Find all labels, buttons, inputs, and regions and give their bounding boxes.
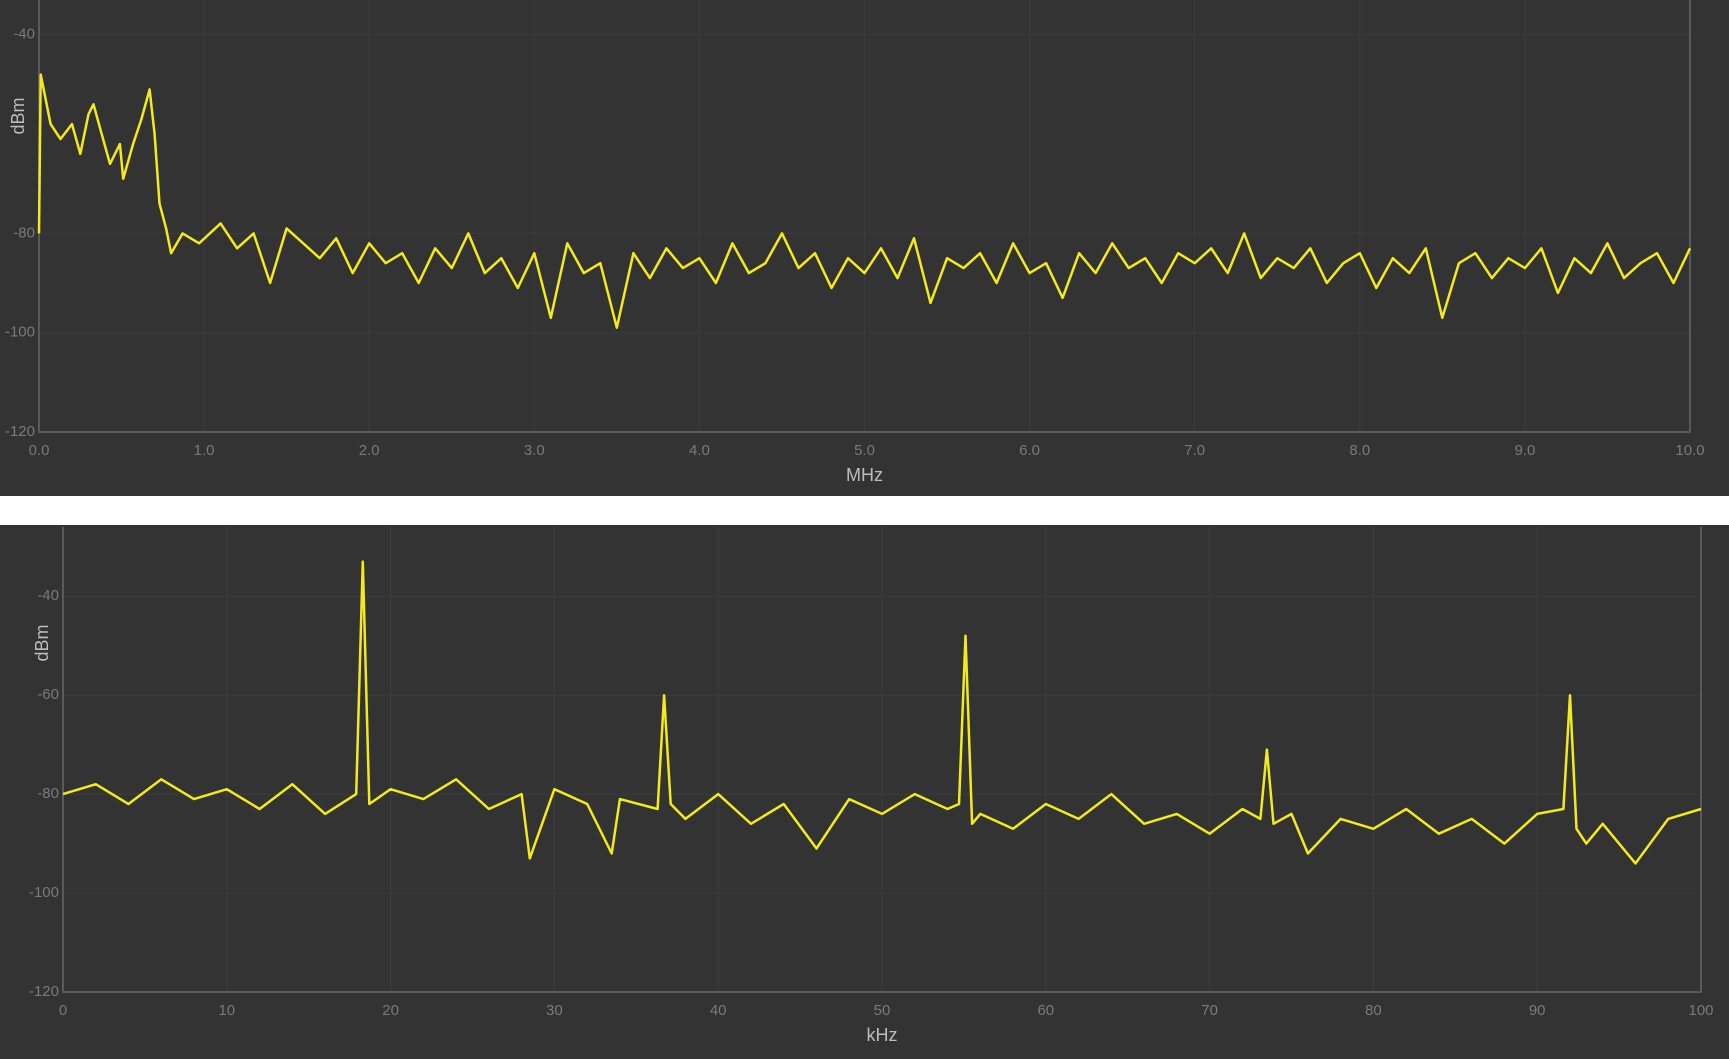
y-tick-label: -120: [29, 983, 59, 1000]
x-tick-label: 2.0: [359, 442, 380, 459]
x-tick-label: 10: [218, 1002, 235, 1019]
plot-frame: [62, 527, 1702, 993]
x-tick-label: 4.0: [689, 442, 710, 459]
x-tick-label: 5.0: [854, 442, 875, 459]
y-axis-title: dBm: [32, 624, 52, 661]
x-tick-label: 70: [1201, 1002, 1218, 1019]
x-tick-label: 6.0: [1019, 442, 1040, 459]
spectrum-chart: -40 -80 -100 -120 0.0 1.0 2.0 3.0 4.0 5.0 6.0 7.0 8.…: [0, 0, 1729, 496]
x-axis-title: kHz: [867, 1025, 898, 1045]
spectrum-line: [62, 560, 1702, 865]
y-tick-label: -60: [37, 686, 59, 703]
x-axis-title: MHz: [846, 465, 883, 485]
y-tick-label: -100: [29, 884, 59, 901]
x-tick-label: 10.0: [1675, 442, 1704, 459]
x-tick-label: 100: [1688, 1002, 1713, 1019]
x-tick-label: 80: [1365, 1002, 1382, 1019]
x-tick-label: 1.0: [194, 442, 215, 459]
y-tick-label: -80: [13, 224, 35, 241]
y-tick-label: -100: [5, 324, 35, 341]
panel-background: [0, 525, 1729, 1059]
x-tick-label: 40: [710, 1002, 727, 1019]
y-axis-title: dBm: [8, 97, 28, 134]
y-tick-label: -80: [37, 785, 59, 802]
x-tick-label: 20: [382, 1002, 399, 1019]
x-tick-label: 8.0: [1349, 442, 1370, 459]
y-tick-label: -40: [37, 587, 59, 604]
x-tick-label: 30: [546, 1002, 563, 1019]
x-tick-label: 50: [874, 1002, 891, 1019]
y-tick-label: -120: [5, 423, 35, 440]
x-tick-label: 9.0: [1514, 442, 1535, 459]
y-tick-label: -40: [13, 26, 35, 43]
x-tick-label: 0.0: [29, 442, 50, 459]
x-tick-label: 90: [1529, 1002, 1546, 1019]
x-tick-label: 3.0: [524, 442, 545, 459]
x-tick-label: 0: [59, 1002, 67, 1019]
spectrum-line: [37, 73, 1692, 329]
x-tick-label: 7.0: [1184, 442, 1205, 459]
x-tick-label: 60: [1037, 1002, 1054, 1019]
